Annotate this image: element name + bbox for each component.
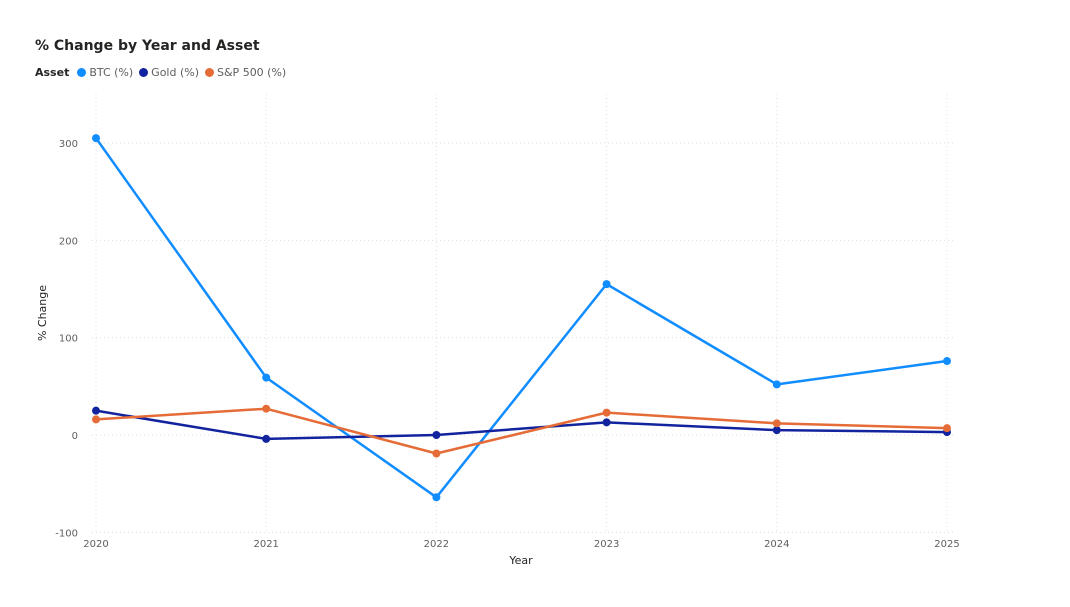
legend-label-gold: Gold (%) <box>151 66 199 79</box>
data-point <box>262 434 271 443</box>
x-tick-label: 2020 <box>83 539 108 550</box>
data-point <box>92 134 100 143</box>
data-point <box>262 373 271 382</box>
data-point <box>432 431 441 439</box>
series-line <box>94 407 949 455</box>
y-tick-label: -100 <box>55 528 78 539</box>
data-point <box>262 404 271 413</box>
x-axis-title: Year <box>508 554 533 567</box>
x-tick-label: 2025 <box>934 539 959 550</box>
series-lines <box>92 134 951 502</box>
data-point <box>92 406 100 415</box>
legend-item-sp500[interactable]: S&P 500 (%) <box>205 66 286 79</box>
y-tick-label: 0 <box>72 431 78 442</box>
series-0 <box>92 134 951 502</box>
data-point <box>772 380 781 389</box>
data-point <box>602 280 611 289</box>
data-point <box>772 426 781 435</box>
x-tick-label: 2022 <box>424 539 449 550</box>
data-point <box>432 449 441 458</box>
x-tick-label: 2023 <box>594 539 619 550</box>
legend: Asset BTC (%) Gold (%) S&P 500 (%) <box>35 66 292 79</box>
x-tick-label: 2024 <box>764 539 789 550</box>
x-tick-label: 2021 <box>253 539 278 550</box>
y-tick-label: 100 <box>59 334 78 345</box>
data-point <box>943 424 951 433</box>
data-point <box>92 415 100 424</box>
y-axis-title: % Change <box>36 285 49 341</box>
legend-title: Asset <box>35 66 70 79</box>
data-point <box>772 419 781 428</box>
legend-item-gold[interactable]: Gold (%) <box>139 66 199 79</box>
axes: -100 0 100 200 300 2020 2021 2022 2023 2024 2025 <box>55 139 959 550</box>
series-line <box>94 136 949 499</box>
legend-label-sp500: S&P 500 (%) <box>217 66 287 79</box>
legend-label-btc: BTC (%) <box>89 66 134 79</box>
legend-swatch-btc <box>77 68 87 77</box>
legend-swatch-gold <box>139 68 149 77</box>
series-line <box>94 409 949 441</box>
data-point <box>602 418 611 427</box>
series-1 <box>92 406 951 443</box>
y-tick-label: 200 <box>59 236 78 247</box>
data-point <box>943 357 951 366</box>
data-point <box>432 493 441 502</box>
legend-item-btc[interactable]: BTC (%) <box>77 66 133 79</box>
y-tick-label: 300 <box>59 139 78 150</box>
chart-title: % Change by Year and Asset <box>35 38 260 54</box>
data-point <box>602 408 611 417</box>
legend-swatch-sp500 <box>205 68 214 77</box>
series-2 <box>92 404 951 458</box>
